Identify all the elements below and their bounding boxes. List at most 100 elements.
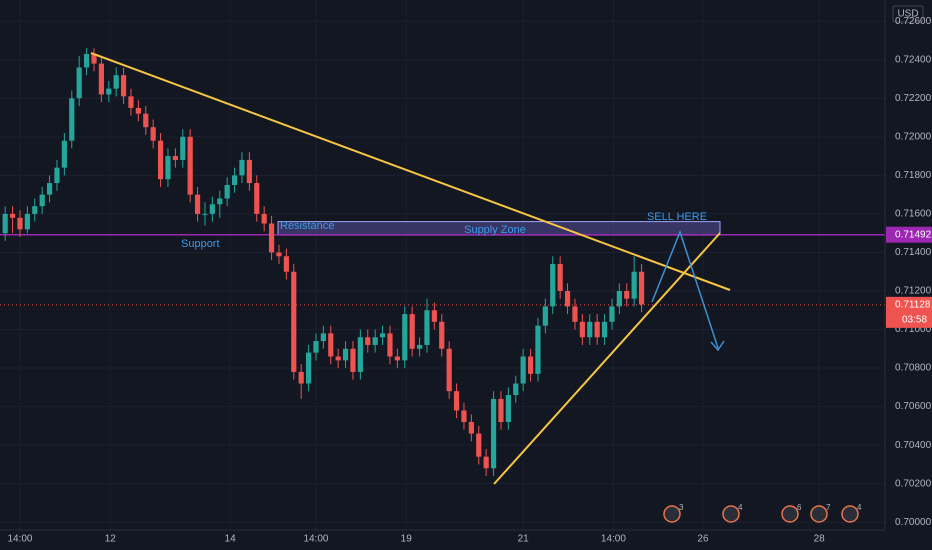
- y-tick-label: 0.71200: [895, 286, 932, 297]
- candle-body: [239, 159, 245, 176]
- x-tick-label: 14: [225, 534, 237, 545]
- event-count: 4: [738, 503, 743, 512]
- candle-body: [387, 333, 393, 357]
- annotation: Resistance: [280, 220, 334, 232]
- y-tick-label: 0.70600: [895, 401, 932, 412]
- candle-body: [120, 75, 127, 97]
- event-icon: [722, 505, 740, 523]
- candle-body: [128, 96, 134, 108]
- candle-body: [587, 321, 593, 338]
- y-tick-label: 0.72600: [895, 16, 932, 27]
- y-tick-label: 0.70200: [895, 478, 932, 489]
- arrow-head: [710, 340, 725, 352]
- candle-body: [461, 410, 467, 423]
- candle-body: [513, 383, 519, 396]
- candle-body: [550, 264, 556, 307]
- event-count: 3: [679, 503, 684, 512]
- drawings: [90, 52, 731, 485]
- candle-body: [535, 325, 541, 374]
- x-tick-label: 28: [814, 534, 826, 545]
- candle-body: [135, 107, 141, 114]
- candle-body: [39, 194, 45, 207]
- event-icon: [663, 505, 681, 523]
- level-tag: [886, 226, 932, 243]
- last-price-label: 0.71128: [895, 299, 931, 310]
- candle-body: [187, 136, 193, 195]
- candle-body: [54, 167, 60, 184]
- candle-body: [594, 321, 600, 338]
- projection: [651, 229, 719, 349]
- y-tick-label: 0.70400: [895, 440, 932, 451]
- candle-body: [320, 333, 326, 342]
- y-tick-label: 0.72200: [895, 93, 932, 104]
- candle-body: [357, 337, 363, 372]
- candle-body: [328, 333, 334, 357]
- candle-body: [305, 352, 312, 384]
- candle-body: [505, 395, 511, 423]
- y-tick-label: 0.71600: [895, 209, 932, 220]
- candle-body: [416, 344, 423, 349]
- candle-body: [113, 75, 119, 89]
- candle-body: [165, 156, 171, 180]
- candle-body: [609, 306, 615, 322]
- axis-layer: 0.72600 0.72400 0.72200 0.72000 0.71800 0.716…: [7, 16, 932, 545]
- candle-body: [476, 433, 482, 457]
- candle-body: [638, 271, 645, 305]
- level-label: 0.71492: [895, 229, 932, 240]
- candle-body: [542, 306, 548, 326]
- candle-body: [180, 136, 186, 160]
- candle-body: [379, 333, 386, 338]
- event-count: 7: [826, 503, 831, 512]
- candle-body: [217, 198, 223, 205]
- candle-body: [579, 321, 585, 338]
- candle-body: [557, 264, 563, 291]
- y-tick-label: 0.70800: [895, 363, 932, 374]
- candle-body: [76, 67, 82, 99]
- candle-body: [2, 213, 8, 234]
- candle-body: [61, 140, 67, 168]
- countdown: 03:58: [902, 314, 927, 325]
- candle-body: [69, 98, 75, 141]
- candle-body: [283, 256, 289, 272]
- candle-body: [564, 290, 571, 307]
- x-tick-label: 14:00: [601, 534, 626, 545]
- y-tick-label: 0.72000: [895, 131, 932, 142]
- candle-body: [143, 113, 149, 128]
- candle-body: [468, 422, 474, 434]
- candle-body: [409, 314, 415, 349]
- candle-body: [268, 223, 275, 253]
- candle-body: [394, 356, 400, 361]
- candle-body: [601, 321, 608, 338]
- price-axis: [885, 0, 932, 550]
- candle-body: [150, 127, 156, 141]
- labels: Support Resistance Supply Zone SELL HERE: [181, 211, 707, 250]
- x-tick-label: 19: [401, 534, 413, 545]
- candle-body: [631, 271, 637, 299]
- y-tick-label: 0.72400: [895, 54, 932, 65]
- candle-body: [431, 310, 437, 322]
- candles: [2, 48, 645, 476]
- y-tick-label: 0.70000: [895, 517, 932, 528]
- annotation: SELL HERE: [647, 211, 707, 223]
- x-tick-label: 26: [697, 534, 709, 545]
- candle-body: [298, 371, 304, 384]
- y-tick-label: 0.71000: [895, 324, 932, 335]
- x-tick-label: 14:00: [303, 534, 328, 545]
- event-icon: [841, 505, 859, 523]
- candle-body: [313, 341, 319, 353]
- candle-body: [157, 140, 164, 180]
- trendline: [493, 232, 721, 485]
- candle-body: [439, 321, 445, 349]
- candle-body: [424, 310, 430, 345]
- grid: [0, 0, 885, 530]
- candle-body: [372, 337, 378, 345]
- event-count: 4: [857, 503, 862, 512]
- candle-body: [17, 217, 23, 230]
- candle-body: [91, 53, 97, 64]
- candle-body: [254, 183, 260, 214]
- candle-body: [202, 213, 208, 215]
- candle-body: [261, 213, 267, 224]
- last-price-tag: [886, 296, 932, 328]
